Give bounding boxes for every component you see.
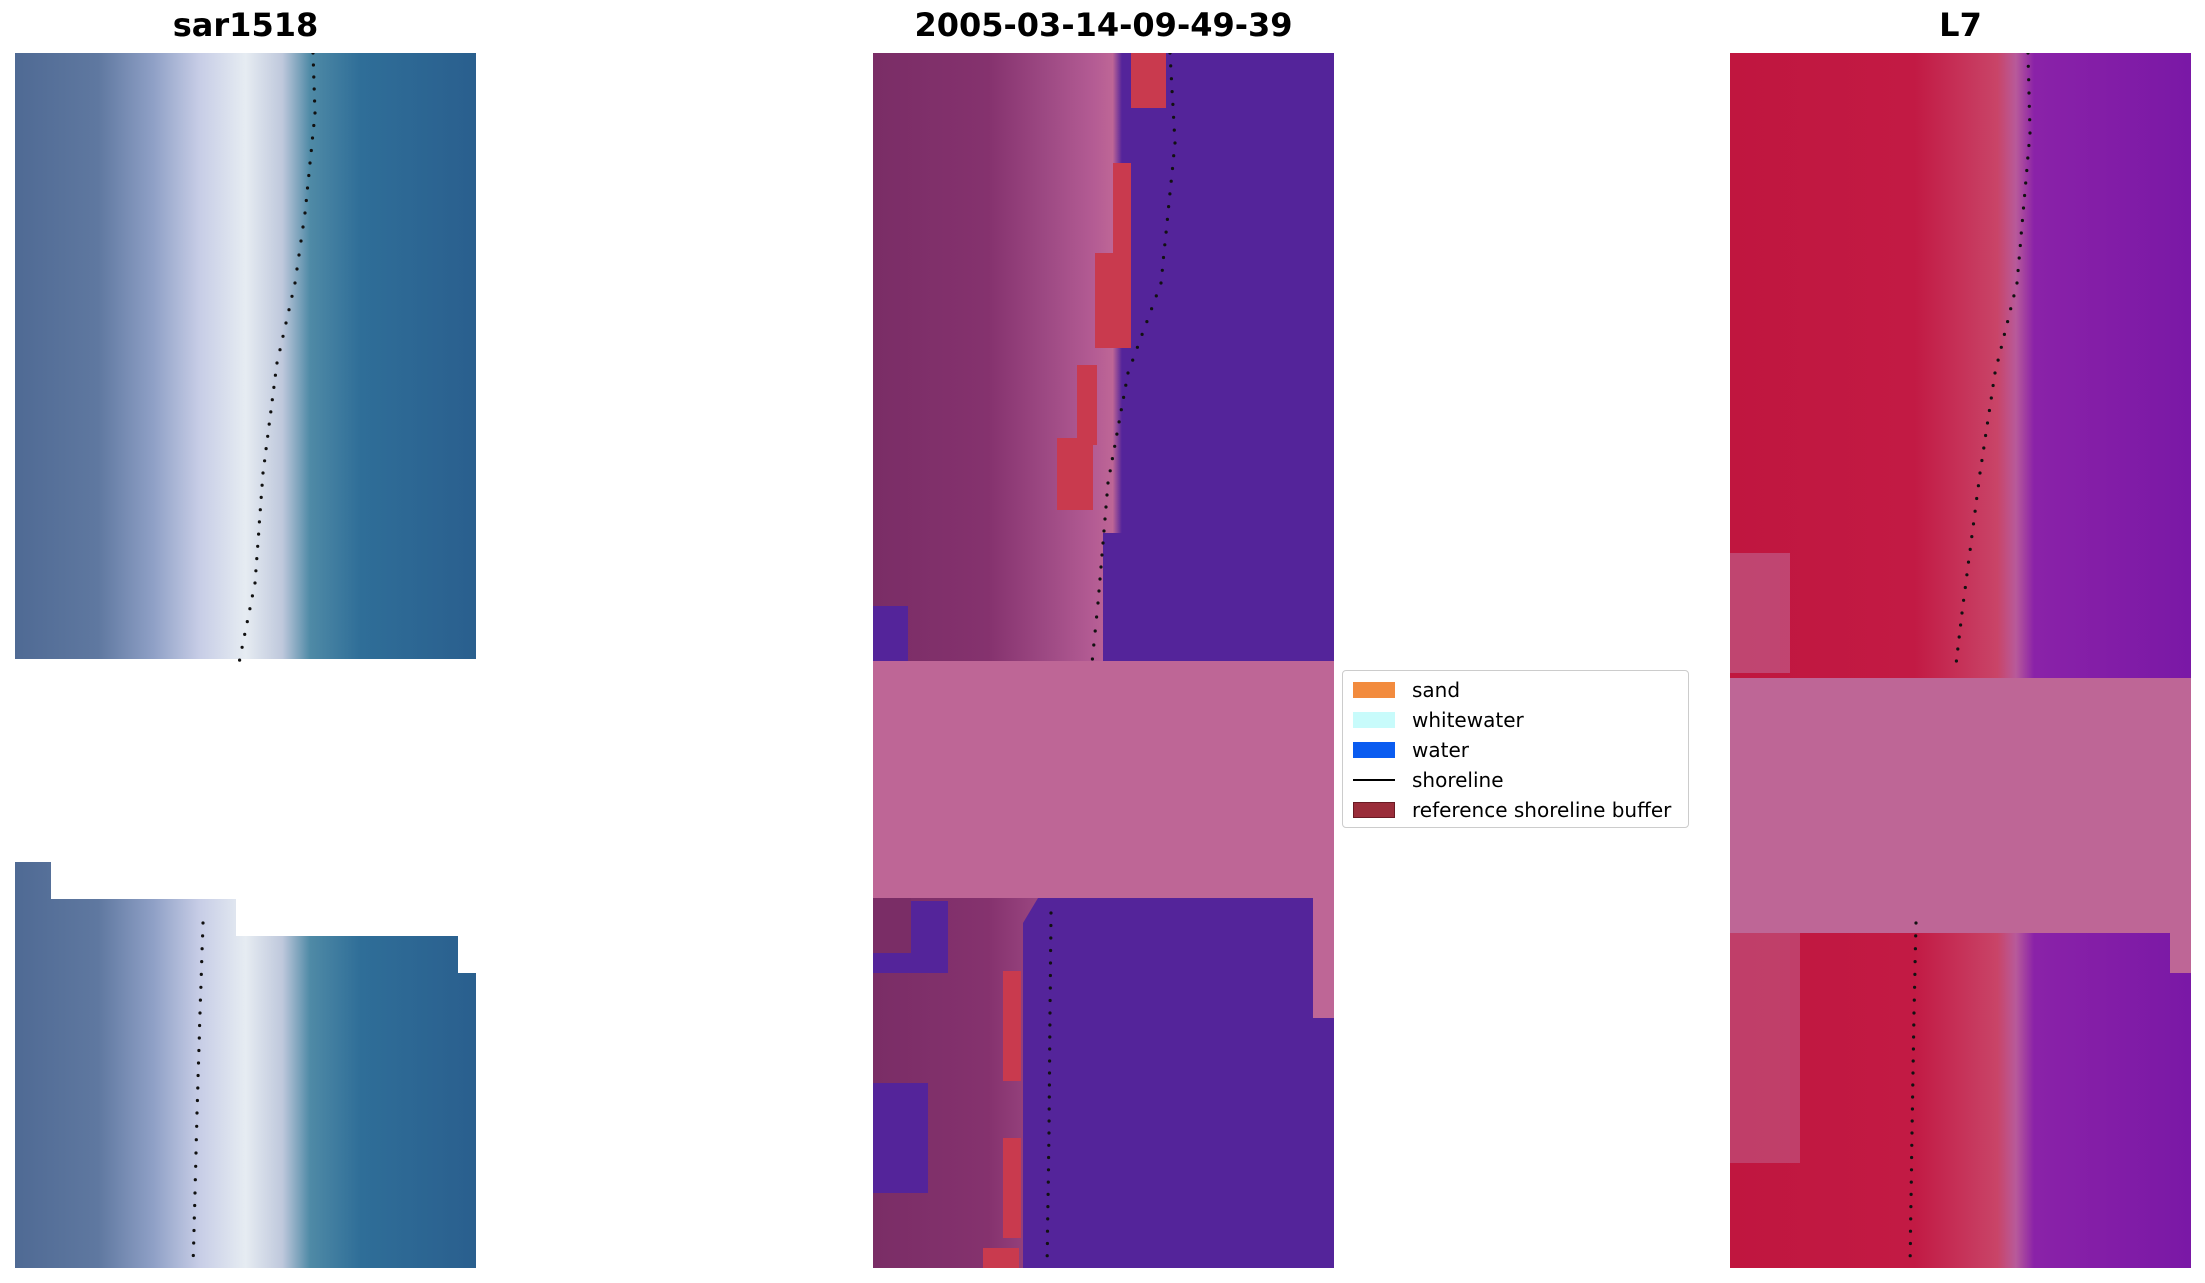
- rgb-image-bottom: [15, 862, 476, 1268]
- legend-item-sand: sand: [1353, 677, 1460, 703]
- shoreline-line-swatch: [1353, 779, 1395, 781]
- sand-swatch: [1353, 682, 1395, 698]
- whitewater-swatch: [1353, 712, 1395, 728]
- legend-label-sand: sand: [1412, 678, 1461, 702]
- index-image-panel: [1730, 53, 2191, 1268]
- shoreline-dots: [1045, 53, 1177, 1258]
- nodata-band: [873, 661, 1334, 898]
- panel-title-index: L7: [1939, 6, 1982, 44]
- legend: sand whitewater water shoreline referenc…: [1342, 670, 1689, 828]
- legend-item-reference-buffer: reference shoreline buffer: [1353, 797, 1671, 823]
- legend-item-water: water: [1353, 737, 1469, 763]
- panel-title-classified: 2005-03-14-09-49-39: [914, 6, 1293, 44]
- legend-label-reference-buffer: reference shoreline buffer: [1412, 798, 1672, 822]
- legend-item-shoreline: shoreline: [1353, 767, 1504, 793]
- rgb-image-panel: [15, 53, 476, 1268]
- index-image: [1730, 53, 2191, 1268]
- water-swatch: [1353, 742, 1395, 758]
- legend-label-water: water: [1412, 738, 1469, 762]
- panel-title-rgb: sar1518: [172, 6, 319, 44]
- legend-item-whitewater: whitewater: [1353, 707, 1524, 733]
- classified-image-panel: [873, 53, 1334, 1268]
- reference-buffer-swatch: [1353, 802, 1395, 818]
- shoreline-dots: [1908, 53, 2032, 1258]
- shoreline-dots: [191, 53, 317, 1258]
- legend-label-shoreline: shoreline: [1412, 768, 1504, 792]
- rgb-image-top: [15, 53, 476, 753]
- classified-image: [873, 53, 1334, 1268]
- reference-buffer: [983, 53, 1166, 1268]
- legend-label-whitewater: whitewater: [1412, 708, 1524, 732]
